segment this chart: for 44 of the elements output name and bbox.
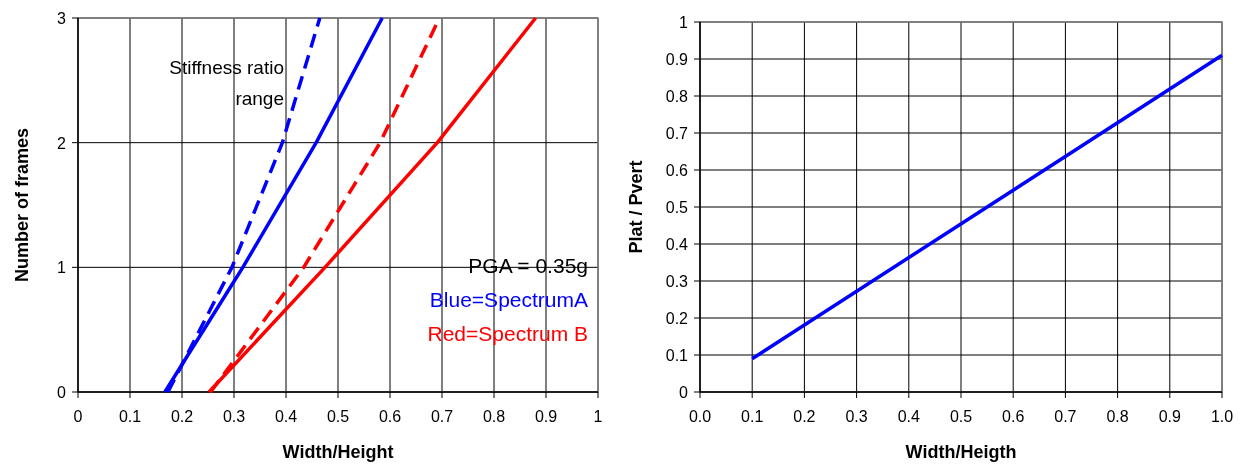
x-tick-label: 0.2 [793,408,816,425]
x-tick-label: 0.0 [688,408,712,425]
y-tick-label: 0.1 [665,347,689,364]
x-tick-label: 0.7 [430,408,454,425]
y-tick-label: 0.2 [665,310,689,327]
y-tick-label: 0.4 [665,236,689,253]
x-tick-label: 0.8 [1106,408,1129,425]
x-axis-title: Width/Height [282,442,394,462]
y-tick-label: 0.7 [665,125,689,142]
y-axis-title: Number of frames [12,127,32,283]
y-tick-label: 0.3 [665,273,689,290]
x-tick-label: 0.6 [378,408,402,425]
x-tick-label: 0.3 [845,408,868,425]
y-tick-label: 2 [57,134,67,152]
y-tick-label: 0.9 [665,51,689,68]
y-tick-label: 0.5 [665,199,689,216]
x-tick-label: 0.3 [222,408,246,425]
y-tick-label: 1 [679,14,689,31]
y-axis-title: Plat / Pvert [626,160,646,254]
y-tick-label: 0 [57,384,67,401]
x-tick-label: 0.1 [118,408,142,425]
x-tick-label: 0.5 [949,408,973,425]
x-tick-label: 0.9 [534,408,558,425]
x-tick-label: 0.6 [1002,408,1025,425]
annotation: Blue=SpectrumA [429,288,588,312]
y-tick-label: 0 [679,384,689,401]
y-tick-label: 0.6 [665,162,689,179]
x-tick-label: 0.7 [1054,408,1077,425]
y-tick-label: 3 [57,10,67,27]
annotation: Red=Spectrum B [427,322,588,346]
x-tick-label: 0.9 [1158,408,1182,425]
y-tick-label: 1 [57,259,67,277]
x-tick-label: 0.5 [326,408,350,425]
x-tick-label: 0.4 [897,408,921,425]
x-tick-label: 0.2 [170,408,194,425]
x-tick-label: 1.0 [1210,408,1234,425]
y-tick-label: 0.8 [665,88,689,105]
x-tick-label: 0 [73,408,83,425]
x-tick-label: 0.1 [741,408,764,425]
annotation: Stiffness ratio range [169,57,284,110]
x-tick-label: 0.4 [274,408,298,425]
x-tick-label: 1 [593,408,603,425]
x-axis-title: Width/Heigth [905,442,1017,462]
x-tick-label: 0.8 [482,408,506,425]
